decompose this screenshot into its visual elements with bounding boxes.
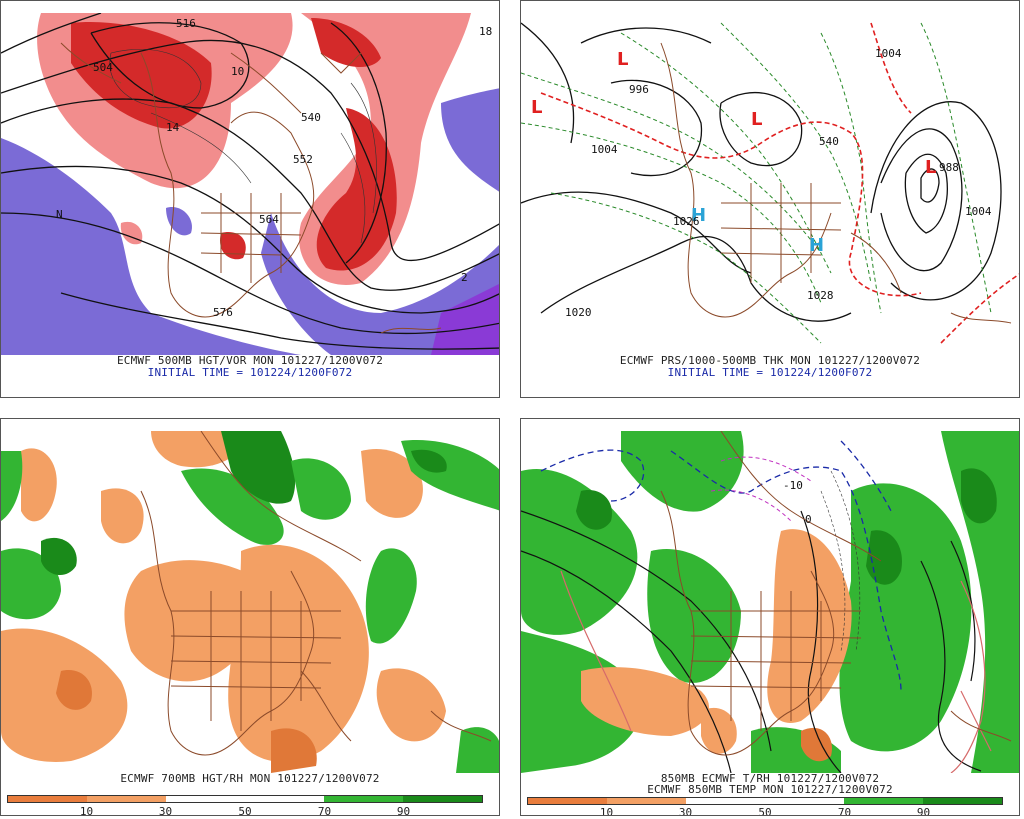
- br-label: 0: [805, 513, 812, 526]
- map-pressure-thickness: H H L L L L 996 1004 1028 1020 1026 1004…: [521, 13, 1019, 355]
- panel-pressure-thickness: H H L L L L 996 1004 1028 1020 1026 1004…: [520, 0, 1020, 398]
- tl-label: 14: [166, 121, 180, 134]
- tl-label: 540: [301, 111, 321, 124]
- br-scale-tick: 10: [599, 806, 614, 816]
- br-caption-title: 850MB ECMWF T/RH 101227/1200V072: [660, 772, 880, 785]
- tl-label: 10: [231, 65, 244, 78]
- tr-low: L: [617, 49, 628, 70]
- bl-scale-bin: [87, 796, 166, 802]
- tr-label: 996: [629, 83, 649, 96]
- bl-scale-bin: [166, 796, 245, 802]
- map-700mb-rh: [1, 431, 499, 773]
- br-scale-tick: 30: [678, 806, 693, 816]
- tr-low: L: [925, 157, 936, 178]
- tr-label: 1026: [673, 215, 700, 228]
- bl-scale-ticks: 10 30 50 70 90: [7, 805, 483, 816]
- bl-rh-color-scale: [7, 795, 483, 803]
- panel-850mb-temp-rh: -10 0 850MB ECMWF T/RH 101227/1200V072 E…: [520, 418, 1020, 816]
- tr-low: L: [751, 109, 762, 130]
- br-scale-ticks: 10 30 50 70 90: [527, 806, 1003, 816]
- br-label: -10: [783, 479, 803, 492]
- br-scale-bin: [844, 798, 923, 804]
- br-rh-color-scale: [527, 797, 1003, 805]
- tr-label: 1020: [565, 306, 592, 319]
- tr-label: 988: [939, 161, 959, 174]
- tl-label: 516: [176, 17, 196, 30]
- br-scale-bin: [765, 798, 844, 804]
- br-scale-tick: 50: [758, 806, 772, 816]
- tr-high: H: [809, 235, 824, 256]
- tl-label: 564: [259, 213, 279, 226]
- panel-500mb-vorticity: 516 540 552 564 576 504 10 14 N 2 18 ECM…: [0, 0, 500, 398]
- br-scale-bin: [686, 798, 765, 804]
- br-scale-bin: [923, 798, 1002, 804]
- panel-700mb-rh: ECMWF 700MB HGT/RH MON 101227/1200V072 1…: [0, 418, 500, 816]
- tr-low: L: [531, 97, 542, 118]
- bl-scale-tick: 70: [317, 805, 332, 816]
- tl-label: 2: [461, 271, 468, 284]
- tr-label: 1028: [807, 289, 834, 302]
- bl-scale-tick: 30: [158, 805, 173, 816]
- tl-label: 504: [93, 61, 113, 74]
- tl-caption-title: ECMWF 500MB HGT/VOR MON 101227/1200V072: [116, 354, 384, 367]
- br-scale-tick: 70: [837, 806, 852, 816]
- bl-scale-bin: [245, 796, 324, 802]
- bl-scale-bin: [324, 796, 403, 802]
- tl-label: N: [56, 208, 63, 221]
- bl-scale-tick: 50: [238, 805, 252, 816]
- bl-scale-bin: [8, 796, 87, 802]
- tr-high: H: [691, 205, 706, 226]
- tl-label: 576: [213, 306, 233, 319]
- br-scale-bin: [607, 798, 686, 804]
- bl-caption-title: ECMWF 700MB HGT/RH MON 101227/1200V072: [120, 772, 380, 785]
- tr-label: 1004: [591, 143, 618, 156]
- tr-label: 1004: [875, 47, 902, 60]
- br-caption-subtitle: ECMWF 850MB TEMP MON 101227/1200V072: [647, 783, 893, 796]
- tr-label: 1004: [965, 205, 992, 218]
- tr-label: 540: [819, 135, 839, 148]
- br-scale-tick: 90: [916, 806, 931, 816]
- tl-label: 18: [479, 25, 492, 38]
- bl-scale-tick: 10: [79, 805, 94, 816]
- br-scale-bin: [528, 798, 607, 804]
- tr-caption-initial-time: INITIAL TIME = 101224/1200F072: [667, 366, 873, 379]
- map-500mb-vorticity: 516 540 552 564 576 504 10 14 N 2 18: [1, 13, 499, 355]
- bl-scale-tick: 90: [396, 805, 411, 816]
- tl-label: 552: [293, 153, 313, 166]
- tl-caption-initial-time: INITIAL TIME = 101224/1200F072: [147, 366, 353, 379]
- bl-scale-bin: [403, 796, 482, 802]
- map-850mb-temp-rh: -10 0: [521, 431, 1019, 773]
- tr-caption-title: ECMWF PRS/1000-500MB THK MON 101227/1200…: [619, 354, 921, 367]
